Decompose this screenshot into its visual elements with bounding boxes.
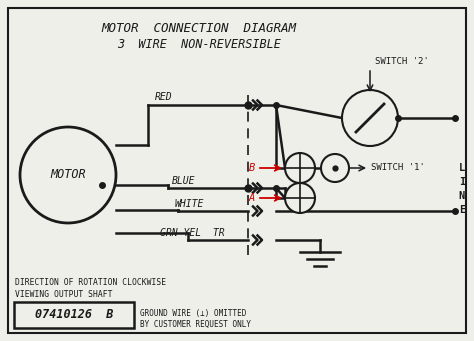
Text: RED: RED bbox=[155, 92, 173, 102]
Text: A: A bbox=[249, 193, 255, 203]
Circle shape bbox=[285, 183, 315, 213]
Text: SWITCH '1': SWITCH '1' bbox=[371, 163, 425, 173]
Bar bbox=[14, 302, 134, 328]
Text: BY CUSTOMER REQUEST ONLY: BY CUSTOMER REQUEST ONLY bbox=[140, 320, 251, 329]
Text: E: E bbox=[459, 205, 465, 215]
Circle shape bbox=[342, 90, 398, 146]
Text: GRN-YEL  TR: GRN-YEL TR bbox=[160, 228, 225, 238]
Circle shape bbox=[321, 154, 349, 182]
Text: 3  WIRE  NON-REVERSIBLE: 3 WIRE NON-REVERSIBLE bbox=[117, 38, 281, 51]
Text: L: L bbox=[459, 163, 465, 173]
Text: VIEWING OUTPUT SHAFT: VIEWING OUTPUT SHAFT bbox=[15, 290, 112, 299]
Text: B: B bbox=[249, 163, 255, 173]
Text: 07410126  B: 07410126 B bbox=[35, 309, 113, 322]
Text: I: I bbox=[459, 177, 465, 187]
Text: N: N bbox=[459, 191, 465, 201]
Text: BLUE: BLUE bbox=[172, 176, 195, 186]
Text: SWITCH '2': SWITCH '2' bbox=[375, 57, 429, 66]
Circle shape bbox=[285, 153, 315, 183]
Text: MOTOR: MOTOR bbox=[50, 168, 86, 181]
Text: WHITE: WHITE bbox=[175, 199, 204, 209]
Text: MOTOR  CONNECTION  DIAGRAM: MOTOR CONNECTION DIAGRAM bbox=[101, 22, 297, 35]
Text: GROUND WIRE (⊥) OMITTED: GROUND WIRE (⊥) OMITTED bbox=[140, 309, 246, 318]
Text: DIRECTION OF ROTATION CLOCKWISE: DIRECTION OF ROTATION CLOCKWISE bbox=[15, 278, 166, 287]
